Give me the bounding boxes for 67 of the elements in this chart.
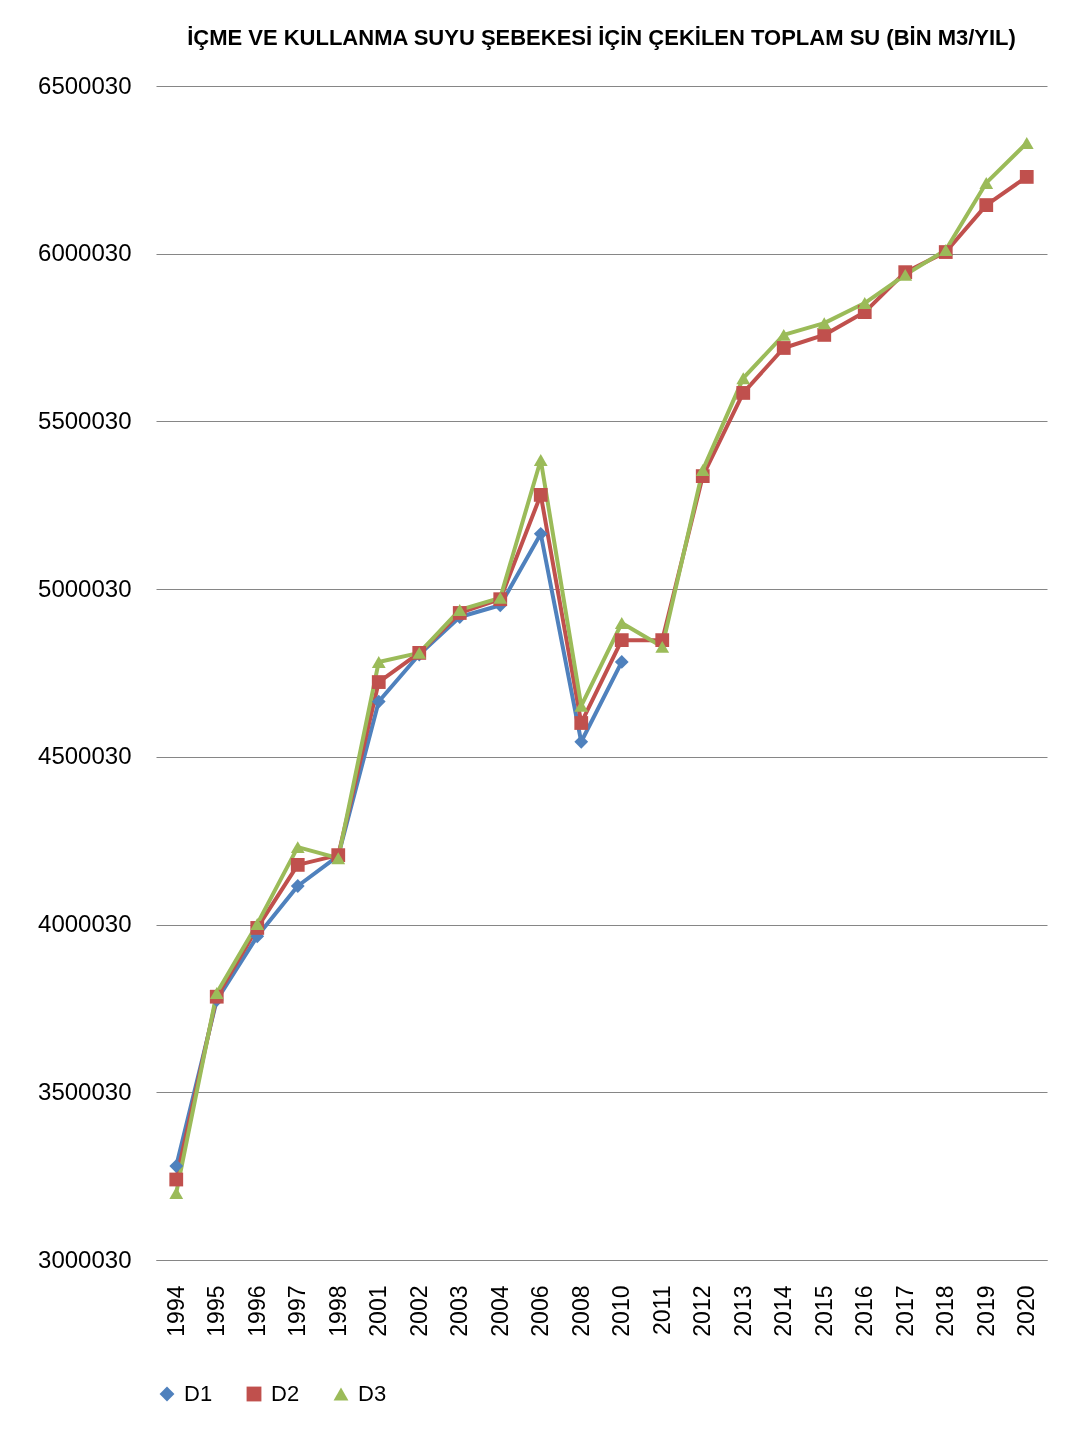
x-tick-label: 2013 bbox=[729, 1285, 756, 1337]
x-tick-label: 2004 bbox=[486, 1285, 513, 1337]
point bbox=[452, 603, 467, 616]
point bbox=[817, 328, 832, 342]
x-tick-label: 2006 bbox=[527, 1285, 554, 1337]
point bbox=[1019, 137, 1034, 149]
point bbox=[857, 297, 872, 309]
legend-label: D2 bbox=[271, 1381, 300, 1406]
y-tick-label: 6000030 bbox=[38, 239, 132, 267]
point bbox=[209, 987, 224, 999]
legend-label: D1 bbox=[184, 1381, 213, 1406]
x-tick-label: 2001 bbox=[365, 1285, 392, 1337]
y-tick-label: 6500030 bbox=[38, 71, 132, 99]
y-tick-label: 5000030 bbox=[38, 574, 132, 602]
legend-label: D3 bbox=[358, 1381, 387, 1406]
x-tick-label: 2012 bbox=[689, 1285, 716, 1337]
x-tick-label: 2020 bbox=[1013, 1285, 1040, 1337]
point bbox=[290, 841, 305, 854]
x-tick-label: 2018 bbox=[932, 1285, 959, 1337]
point bbox=[533, 454, 548, 466]
point bbox=[817, 317, 832, 330]
point bbox=[290, 857, 305, 872]
y-tick-label: 4000030 bbox=[38, 910, 132, 938]
point bbox=[169, 1159, 184, 1173]
point bbox=[655, 640, 670, 653]
y-tick-label: 3500030 bbox=[38, 1077, 132, 1105]
point bbox=[776, 341, 791, 355]
point bbox=[979, 198, 994, 212]
point bbox=[574, 716, 589, 730]
point bbox=[371, 655, 386, 668]
point bbox=[331, 852, 346, 865]
x-tick-label: 1996 bbox=[243, 1285, 270, 1337]
x-tick-label: 2003 bbox=[446, 1285, 473, 1337]
point bbox=[371, 694, 386, 709]
y-tick-label: 4500030 bbox=[38, 742, 132, 770]
point bbox=[614, 655, 629, 669]
x-tick-label: 1995 bbox=[203, 1285, 230, 1337]
chart-title: İÇME VE KULLANMA SUYU ŞEBEKESİ İÇİN ÇEKİLEN TOPLAM SU (BİN M3/YIL) bbox=[187, 25, 1016, 50]
y-tick-label: 5500030 bbox=[38, 406, 132, 434]
point bbox=[776, 328, 791, 341]
x-tick-label: 2002 bbox=[405, 1285, 432, 1337]
x-tick-label: 1997 bbox=[284, 1285, 311, 1337]
x-tick-label: 2010 bbox=[608, 1285, 635, 1337]
point bbox=[614, 617, 629, 629]
point bbox=[169, 1186, 184, 1199]
x-tick-label: 2019 bbox=[972, 1285, 999, 1337]
point bbox=[979, 176, 994, 189]
x-tick-label: 1994 bbox=[162, 1285, 189, 1337]
x-tick-label: 2015 bbox=[810, 1285, 837, 1337]
point bbox=[695, 464, 710, 477]
point bbox=[169, 1172, 184, 1187]
point bbox=[614, 633, 629, 648]
x-tick-label: 2016 bbox=[851, 1285, 878, 1337]
x-tick-label: 2014 bbox=[770, 1285, 797, 1337]
point bbox=[533, 526, 548, 541]
point bbox=[371, 675, 386, 689]
x-tick-label: 2008 bbox=[567, 1285, 594, 1337]
point bbox=[250, 917, 265, 930]
point bbox=[736, 372, 751, 385]
point bbox=[533, 488, 548, 502]
point bbox=[290, 879, 305, 893]
point bbox=[736, 386, 751, 400]
point bbox=[1019, 170, 1034, 184]
x-tick-label: 2011 bbox=[648, 1285, 675, 1335]
y-tick-label: 3000030 bbox=[38, 1245, 132, 1273]
x-tick-label: 2017 bbox=[891, 1285, 918, 1337]
x-tick-label: 1998 bbox=[324, 1285, 351, 1337]
